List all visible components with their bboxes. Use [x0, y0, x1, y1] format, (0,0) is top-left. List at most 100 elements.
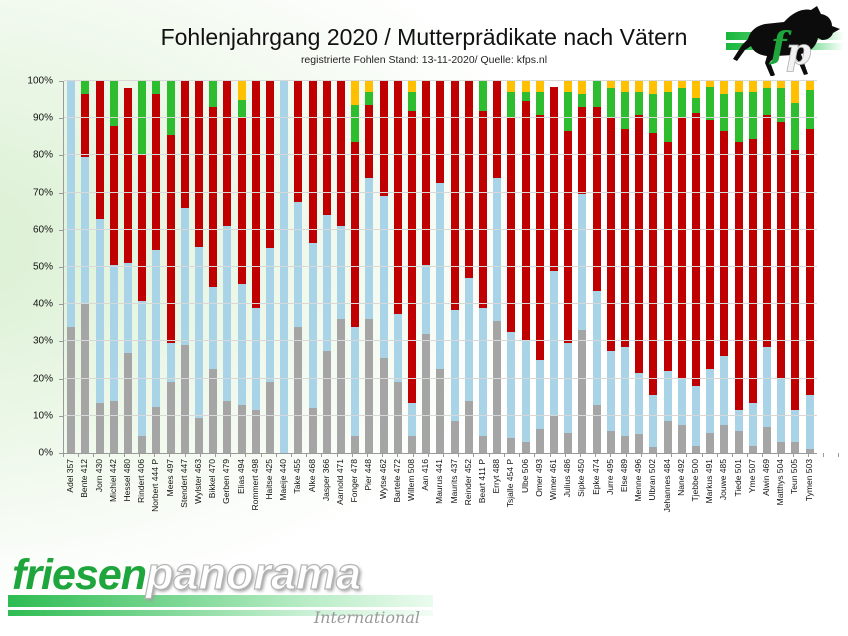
bar-segment-orange — [635, 81, 644, 93]
x-tick-label: Hessel 480 — [121, 459, 132, 502]
x-tick-label: Norbert 444 P — [150, 459, 161, 512]
bar-segment-lightblue — [564, 343, 573, 433]
bar-segment-red — [720, 131, 729, 357]
bar-segment-red — [436, 81, 445, 184]
bar-segment-gray — [478, 436, 487, 453]
bar-segment-gray — [152, 406, 161, 453]
chart-title: Fohlenjahrgang 2020 / Mutterprädikate na… — [160, 24, 688, 50]
x-tick — [397, 453, 412, 457]
stacked-bar — [166, 81, 175, 453]
bar-segment-lightblue — [95, 218, 104, 403]
plot-area — [63, 80, 817, 454]
x-tick — [351, 453, 367, 457]
y-tick — [59, 304, 63, 306]
y-tick-label: 0% — [38, 447, 53, 459]
gridline — [64, 377, 817, 379]
x-tick — [838, 453, 848, 457]
bar-segment-lightblue — [763, 347, 772, 427]
bar-segment-green — [209, 81, 218, 108]
bar-segment-red — [450, 81, 459, 310]
x-tick-label: Gerben 479 — [221, 459, 232, 504]
x-tick — [807, 453, 823, 457]
bar-segment-red — [791, 149, 800, 411]
y-tick-label: 90% — [32, 112, 53, 124]
horse-logo-icon: f p — [726, 6, 844, 76]
x-label-slot: Tsjalle 454 P — [503, 459, 517, 507]
x-tick — [443, 453, 458, 457]
bar-slot — [192, 81, 206, 453]
y-tick — [59, 267, 63, 268]
bar-slot — [590, 81, 604, 453]
x-label-slot: Ulbe 506 — [518, 459, 532, 493]
x-tick-label: Wytse 462 — [377, 459, 388, 500]
x-tick — [716, 453, 732, 457]
x-label-slot: Elias 494 — [233, 459, 247, 494]
stacked-bar — [265, 81, 274, 453]
y-tick — [59, 453, 63, 454]
bar-slot — [149, 81, 163, 453]
bar-segment-gray — [180, 345, 189, 453]
x-label-slot: Willem 508 — [404, 459, 418, 501]
x-tick — [306, 453, 321, 457]
bar-segment-gray — [635, 434, 644, 453]
x-label-slot: Stendert 447 — [177, 459, 191, 508]
bar-segment-lightblue — [635, 373, 644, 435]
x-label-slot: Wytse 462 — [375, 459, 389, 499]
x-label-slot: Michiel 442 — [106, 459, 120, 502]
bar-slot — [305, 81, 319, 453]
gridline — [64, 191, 817, 193]
x-tick — [336, 453, 352, 457]
bar-segment-lightblue — [152, 250, 161, 407]
bar-segment-gray — [592, 404, 601, 453]
y-tick-label: 50% — [32, 261, 53, 273]
x-tick-label: Tiede 501 — [732, 459, 743, 497]
x-tick-label: Mees 497 — [164, 459, 175, 497]
x-tick — [671, 453, 686, 457]
bar-segment-gray — [138, 436, 147, 453]
stacked-bar — [152, 81, 161, 453]
stacked-bar — [308, 81, 317, 453]
bar-segment-orange — [791, 81, 800, 104]
bar-segment-red — [237, 118, 246, 284]
stacked-bar — [521, 81, 530, 453]
bar-segment-red — [464, 81, 473, 279]
bar-segment-green — [578, 94, 587, 108]
stacked-bar — [109, 81, 118, 453]
x-tick-label: Julius 486 — [562, 459, 573, 498]
svg-text:p: p — [786, 31, 811, 73]
y-tick-label: 80% — [32, 149, 53, 161]
x-tick-label: Haitse 425 — [263, 459, 274, 500]
bar-segment-orange — [805, 81, 814, 91]
x-tick — [731, 453, 747, 457]
x-tick — [245, 453, 260, 457]
x-label-slot: Norbert 444 P — [148, 459, 162, 512]
x-label-slot: Nane 492 — [674, 459, 688, 496]
stacked-bar — [763, 81, 772, 453]
bar-segment-lightblue — [621, 347, 630, 437]
bar-segment-red — [805, 129, 814, 396]
bar-segment-gray — [194, 417, 203, 453]
bar-segment-red — [763, 114, 772, 347]
gridline — [64, 266, 817, 267]
bar-segment-red — [507, 118, 516, 333]
bar-slot — [419, 81, 433, 453]
x-tick-label: Maurits 437 — [448, 459, 459, 504]
bar-segment-gray — [606, 430, 615, 453]
y-tick — [59, 155, 63, 157]
bar-segment-gray — [294, 326, 303, 453]
bar-segment-red — [606, 118, 615, 351]
bar-slot — [433, 81, 447, 453]
bar-segment-gray — [422, 333, 431, 453]
bar-segment-gray — [336, 319, 345, 453]
bar-segment-green — [621, 92, 630, 130]
bar-segment-gray — [621, 436, 630, 453]
x-label-slot: Wylster 463 — [191, 459, 205, 504]
x-tick-label: Rommert 498 — [249, 459, 260, 511]
bar-segment-orange — [677, 81, 686, 89]
y-tick — [59, 192, 63, 194]
x-tick — [777, 453, 793, 457]
bar-segment-red — [677, 118, 686, 379]
bar-segment-orange — [777, 81, 786, 89]
bar-slot — [405, 81, 419, 453]
stacked-bar — [223, 81, 232, 453]
